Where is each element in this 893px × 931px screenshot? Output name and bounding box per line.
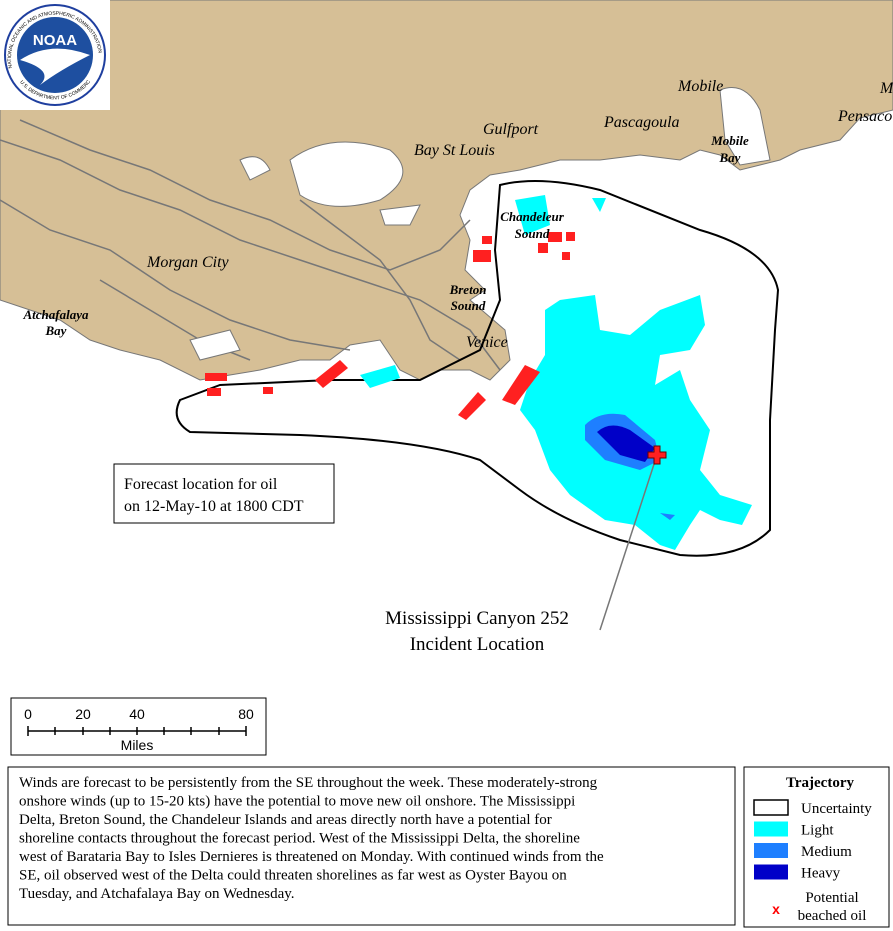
scale-label: 0 <box>24 706 32 722</box>
description-line: Tuesday, and Atchafalaya Bay on Wednesda… <box>19 886 295 902</box>
place-label: Bay <box>45 323 67 338</box>
incident-label: Incident Location <box>410 634 545 655</box>
place-label: Pensacola <box>837 108 893 125</box>
description-line: west of Barataria Bay to Isles Dernieres… <box>19 849 604 865</box>
place-label: M <box>879 80 893 97</box>
legend-label: Medium <box>801 844 852 860</box>
logo-name: NOAA <box>33 32 77 49</box>
description-line: onshore winds (up to 15-20 kts) have the… <box>19 794 575 810</box>
place-label: Pascagoula <box>603 114 680 131</box>
lakes <box>189 87 771 361</box>
forecast-text: on 12-May-10 at 1800 CDT <box>124 498 304 515</box>
leader-line <box>599 454 658 631</box>
scale-box <box>10 697 267 756</box>
legend-title: Trajectory <box>786 775 855 791</box>
scale-bar <box>27 726 247 736</box>
place-label: Gulfport <box>483 121 539 138</box>
incident-marker <box>647 445 667 465</box>
place-label: Atchafalaya <box>23 307 89 322</box>
legend-label: beached oil <box>798 908 867 924</box>
legend-label: Light <box>801 823 834 839</box>
description-line: Winds are forecast to be persistently fr… <box>19 775 598 791</box>
legend-label: Heavy <box>801 866 841 882</box>
incident-label: Mississippi Canyon 252 <box>385 608 569 629</box>
place-label: Morgan City <box>146 254 230 271</box>
medium-oil <box>660 513 675 520</box>
legend-symbol: x <box>772 901 780 917</box>
place-label: Bay <box>719 150 741 165</box>
place-label: Mobile <box>710 133 749 148</box>
legend-label: Uncertainty <box>801 801 872 817</box>
place-label: Breton <box>449 282 487 297</box>
place-label: Bay St Louis <box>414 142 495 159</box>
scale-label: 80 <box>238 706 254 722</box>
place-label: Chandeleur <box>500 209 565 224</box>
forecast-text: Forecast location for oil <box>124 476 278 493</box>
legend-swatch <box>753 799 789 816</box>
legend-swatch <box>754 843 788 858</box>
place-label: Sound <box>451 298 486 313</box>
forecast-box <box>113 463 335 524</box>
legend-swatch <box>754 821 788 837</box>
place-label: Venice <box>466 334 508 351</box>
light-oil <box>360 195 752 550</box>
beached-oil <box>205 232 575 420</box>
heavy-oil <box>597 425 655 462</box>
description-line: Delta, Breton Sound, the Chandeleur Isla… <box>19 812 552 828</box>
logo-bird <box>20 48 90 85</box>
place-label: Sound <box>515 226 550 241</box>
place-label: Mobile <box>677 78 723 95</box>
scale-label: 40 <box>129 706 145 722</box>
description-box <box>7 766 736 926</box>
description-line: shoreline contacts throughout the foreca… <box>19 831 580 847</box>
legend-label: Potential <box>805 890 858 906</box>
legend-swatch <box>754 864 788 880</box>
uncertainty-outline <box>175 180 780 557</box>
scale-unit: Miles <box>121 737 154 753</box>
description-line: SE, oil observed west of the Delta could… <box>19 868 567 884</box>
scale-label: 20 <box>75 706 91 722</box>
